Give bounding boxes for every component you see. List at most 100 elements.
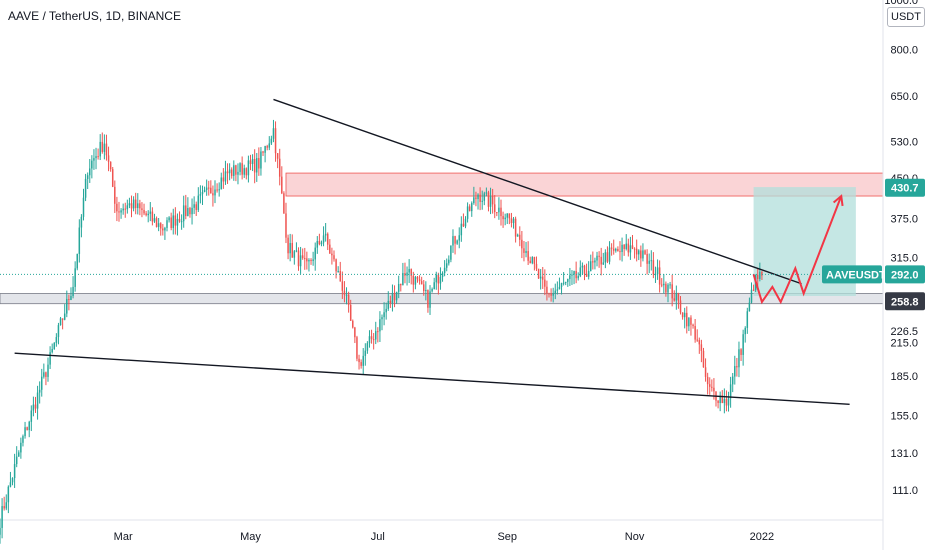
candle-body (347, 294, 350, 305)
candle-body (116, 203, 118, 212)
candle-body (681, 312, 684, 318)
candle-body (683, 312, 686, 318)
candle-body (139, 203, 141, 209)
candle-body (366, 343, 369, 351)
candle-body (539, 276, 542, 279)
candle-body (473, 197, 475, 204)
candle-body (631, 245, 634, 249)
candle-body (30, 410, 33, 422)
candle-body (686, 312, 688, 327)
candle-body (324, 233, 327, 236)
projection-arrowhead (832, 194, 844, 207)
x-tick-label: Jul (371, 531, 385, 543)
candle-body (372, 339, 375, 341)
price-unit-label[interactable]: USDT (887, 7, 925, 27)
candle-body (581, 265, 584, 268)
candle-body (569, 275, 571, 280)
candle-body (3, 506, 5, 509)
candle-body (310, 259, 312, 262)
candle-body (168, 217, 170, 221)
candle-body (500, 207, 502, 217)
symbol-title[interactable]: AAVE / TetherUS, 1D, BINANCE (8, 9, 181, 23)
candle-body (159, 223, 162, 229)
candle-body (700, 344, 703, 351)
candle-body (304, 258, 306, 260)
candle-body (502, 216, 504, 220)
candle-body (143, 209, 145, 214)
x-tick-label: Sep (497, 531, 517, 543)
candle-body (155, 218, 158, 227)
candle-body (435, 274, 438, 283)
candle-body (418, 279, 421, 282)
candle-body (694, 326, 696, 340)
candle-body (702, 350, 705, 368)
candle-body (713, 387, 715, 392)
candle-body (596, 255, 598, 261)
candle-body (619, 251, 621, 253)
candle-body (189, 208, 191, 215)
candle-body (63, 313, 66, 320)
candle-body (400, 283, 402, 286)
candle-body (251, 158, 254, 164)
candle-body (516, 234, 519, 237)
current-price-tag: 292.0 (891, 269, 919, 281)
candle-body (374, 331, 377, 340)
candle-body (404, 273, 406, 276)
candle-body (675, 292, 678, 301)
candle-body (577, 276, 579, 279)
candle-body (207, 187, 210, 189)
candle-body (546, 286, 548, 294)
candle-body (130, 203, 133, 209)
candle-body (34, 404, 37, 409)
candle-body (301, 255, 304, 259)
candle-body (224, 171, 227, 182)
candle-body (205, 187, 208, 190)
candle-body (608, 247, 611, 262)
candle-body (711, 386, 713, 388)
candle-body (333, 255, 335, 260)
candle-body (147, 213, 149, 216)
candle-body (387, 300, 390, 309)
candle-body (111, 169, 114, 187)
candle-body (349, 304, 352, 321)
candle-body (623, 244, 625, 249)
candle-body (638, 250, 640, 255)
candle-body (450, 245, 452, 260)
candle-body (744, 327, 746, 335)
symbol-price-label-bg (822, 265, 882, 284)
candle-body (429, 291, 431, 308)
candle-body (289, 243, 291, 254)
candle-body (740, 349, 742, 355)
candle-body (443, 267, 446, 274)
candle-body (339, 270, 342, 282)
candle-body (493, 204, 496, 213)
candle-body (725, 398, 728, 406)
candle-body (237, 171, 239, 175)
candle-body (550, 293, 552, 296)
candle-body (166, 220, 168, 228)
candle-body (281, 176, 283, 194)
candle-body (253, 158, 256, 173)
candle-body (696, 339, 698, 341)
candle-body (562, 282, 565, 284)
candle-body (598, 255, 600, 257)
candle-body (293, 251, 296, 258)
candle-body (312, 259, 314, 262)
candle-body (306, 258, 308, 262)
candle-body (410, 269, 412, 276)
candle-body (245, 168, 248, 176)
candle-body (642, 250, 644, 259)
candle-body (489, 196, 492, 207)
candle-body (531, 257, 534, 264)
candle-body (640, 250, 642, 259)
candle-body (270, 138, 273, 144)
candle-body (86, 175, 89, 179)
candle-body (617, 248, 619, 252)
candle-body (652, 260, 655, 275)
candle-body (362, 355, 364, 366)
candle-body (201, 191, 204, 195)
candle-body (612, 248, 615, 251)
x-tick-label: Mar (114, 531, 133, 543)
